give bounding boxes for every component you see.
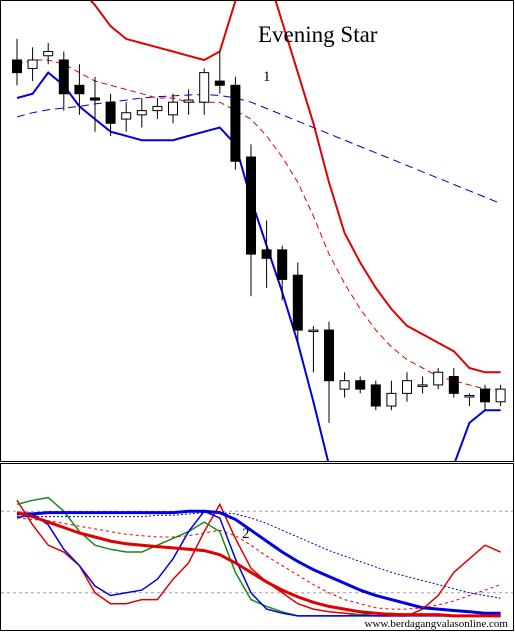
- candle: [495, 384, 506, 407]
- candle: [402, 372, 412, 402]
- bearish-candle-body: [277, 249, 288, 280]
- bearish-candle-body: [355, 380, 366, 390]
- candle: [105, 93, 116, 136]
- bearish-candle-body: [90, 97, 100, 101]
- bearish-candle-body: [448, 375, 459, 394]
- bullish-candle-body: [27, 59, 38, 69]
- bearish-candle-body: [12, 59, 22, 74]
- candle: [246, 144, 256, 297]
- candle: [433, 368, 444, 390]
- bullish-candle-body: [183, 99, 194, 103]
- bearish-candle-body: [230, 84, 241, 162]
- watermark-text: www.berdagangvalasonline.com: [365, 618, 509, 630]
- candle: [214, 51, 225, 94]
- bullish-candle-body: [199, 72, 210, 103]
- bullish-candle-body: [43, 51, 54, 57]
- oscillator-panel-frame: [0, 463, 514, 631]
- candle: [308, 325, 319, 373]
- bearish-candle-body: [214, 80, 225, 86]
- candle: [277, 245, 288, 301]
- bollinger-middle-band: [16, 59, 501, 390]
- annotation-1: 1: [263, 69, 271, 85]
- candle: [370, 380, 381, 411]
- candle: [355, 376, 366, 394]
- candle: [168, 93, 178, 124]
- oscillator-line-1: [16, 499, 501, 617]
- candle: [58, 51, 69, 111]
- candle: [292, 262, 303, 343]
- candle: [74, 64, 85, 115]
- oscillator-line-7: [17, 512, 501, 599]
- bullish-candle-body: [464, 394, 475, 398]
- oscillator-line-5: [16, 511, 501, 618]
- bullish-candle-body: [136, 110, 147, 116]
- bollinger-lower-band: [16, 71, 501, 461]
- price-panel: [12, 1, 506, 461]
- annotation-2: 2: [242, 526, 250, 542]
- candle: [480, 384, 490, 411]
- bullish-candle-body: [433, 371, 444, 386]
- bullish-candle-body: [152, 105, 163, 112]
- bollinger-upper-band: [89, 1, 501, 374]
- bullish-candle-body: [495, 388, 506, 403]
- bearish-candle-body: [480, 388, 490, 403]
- candle: [386, 380, 397, 411]
- oscillator-line-4: [17, 509, 501, 615]
- candle: [43, 43, 54, 65]
- candle: [90, 76, 100, 132]
- bullish-candle-body: [339, 380, 350, 390]
- bullish-candle-body: [121, 112, 132, 120]
- bullish-candle-body: [308, 329, 319, 333]
- bearish-candle-body: [261, 249, 272, 259]
- price-panel-frame: [0, 0, 514, 462]
- bearish-candle-body: [74, 84, 85, 95]
- bearish-candle-body: [324, 329, 334, 382]
- bullish-candle-body: [168, 101, 178, 116]
- candle: [448, 368, 459, 398]
- bearish-candle-body: [370, 384, 381, 407]
- bearish-candle-body: [105, 101, 116, 124]
- bearish-candle-body: [58, 59, 69, 95]
- bullish-candle-body: [417, 384, 428, 387]
- candle: [136, 97, 147, 128]
- slow-moving-average-line: [16, 94, 501, 204]
- candle: [261, 220, 272, 288]
- candle: [183, 89, 194, 115]
- candle: [199, 68, 210, 115]
- candle: [152, 97, 163, 120]
- oscillator-panel: [1, 496, 513, 618]
- bullish-candle-body: [386, 392, 397, 407]
- candle: [417, 376, 428, 394]
- candle: [464, 393, 475, 407]
- candle: [339, 372, 350, 398]
- candle: [324, 321, 334, 423]
- candle: [230, 76, 241, 170]
- bullish-candle-body: [402, 380, 412, 394]
- chart-title: Evening Star: [258, 22, 378, 47]
- candle: [27, 47, 38, 82]
- candle: [12, 38, 22, 86]
- bearish-candle-body: [246, 156, 256, 255]
- candle: [121, 102, 132, 132]
- bearish-candle-body: [292, 274, 303, 331]
